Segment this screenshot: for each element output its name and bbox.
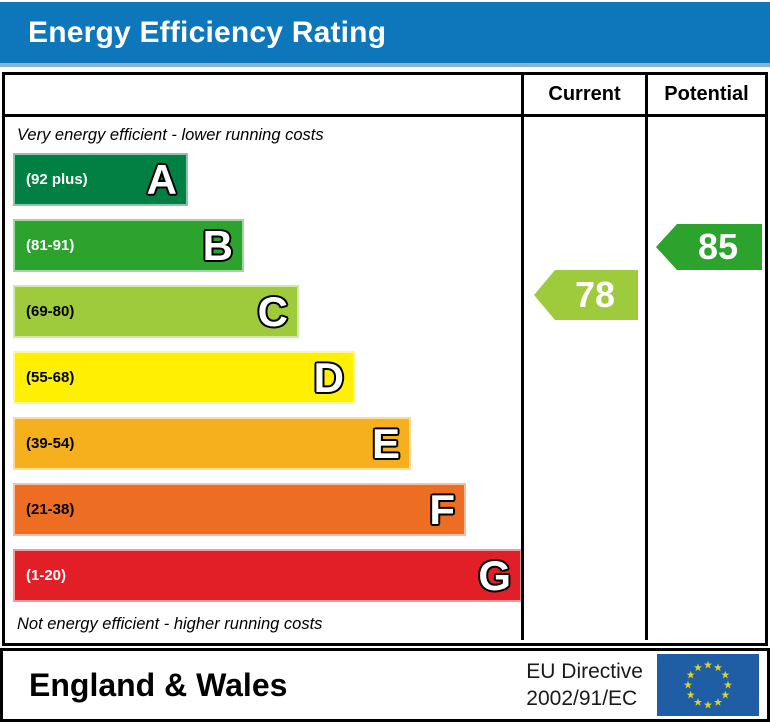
band-bar-f: (21-38) F	[13, 483, 466, 536]
potential-column: 85	[645, 117, 765, 640]
band-range-c: (69-80)	[26, 303, 75, 320]
band-column: Very energy efficient - lower running co…	[5, 117, 522, 640]
band-letter-c: C	[257, 287, 288, 335]
band-bar-b: (81-91) B	[13, 219, 244, 272]
current-rating-arrow: 78	[534, 270, 638, 320]
rating-table: Current Potential Very energy efficient …	[2, 72, 768, 646]
region-label: England & Wales	[29, 666, 288, 703]
band-letter-f: F	[429, 485, 455, 533]
column-header-potential: Potential	[645, 75, 765, 114]
header-spacer-cell	[5, 75, 521, 114]
band-range-d: (55-68)	[26, 369, 75, 386]
band-bar-d: (55-68) D	[13, 351, 355, 404]
page-title: Energy Efficiency Rating	[28, 15, 387, 49]
current-column: 78	[521, 117, 645, 640]
band-range-g: (1-20)	[26, 567, 67, 584]
title-bar: Energy Efficiency Rating	[0, 2, 770, 63]
table-header-row: Current Potential	[5, 75, 765, 117]
eu-directive-line1: EU Directive	[526, 660, 643, 683]
band-bar-a: (92 plus) A	[13, 153, 188, 206]
note-not-efficient: Not energy efficient - higher running co…	[17, 615, 323, 633]
band-range-f: (21-38)	[26, 501, 75, 518]
band-bar-g: (1-20) G	[13, 549, 522, 602]
eu-directive-label: EU Directive 2002/91/EC	[526, 658, 643, 712]
band-range-e: (39-54)	[26, 435, 75, 452]
band-letter-e: E	[371, 419, 400, 467]
note-very-efficient: Very energy efficient - lower running co…	[17, 126, 324, 144]
band-letter-g: G	[478, 551, 511, 599]
column-header-current: Current	[521, 75, 645, 114]
band-range-b: (81-91)	[26, 237, 75, 254]
band-letter-a: A	[146, 155, 177, 203]
footer: England & Wales EU Directive 2002/91/EC	[0, 648, 770, 722]
eu-directive-line2: 2002/91/EC	[526, 687, 638, 710]
band-letter-b: B	[202, 221, 233, 269]
table-body-row: Very energy efficient - lower running co…	[5, 117, 765, 640]
current-rating-value: 78	[574, 274, 616, 315]
band-bar-e: (39-54) E	[13, 417, 411, 470]
band-range-a: (92 plus)	[26, 171, 88, 188]
eu-flag-icon	[657, 654, 759, 716]
title-underline	[0, 63, 770, 67]
potential-rating-value: 85	[697, 226, 739, 267]
band-bar-c: (69-80) C	[13, 285, 299, 338]
potential-rating-arrow: 85	[656, 224, 762, 270]
band-letter-d: D	[313, 353, 344, 401]
